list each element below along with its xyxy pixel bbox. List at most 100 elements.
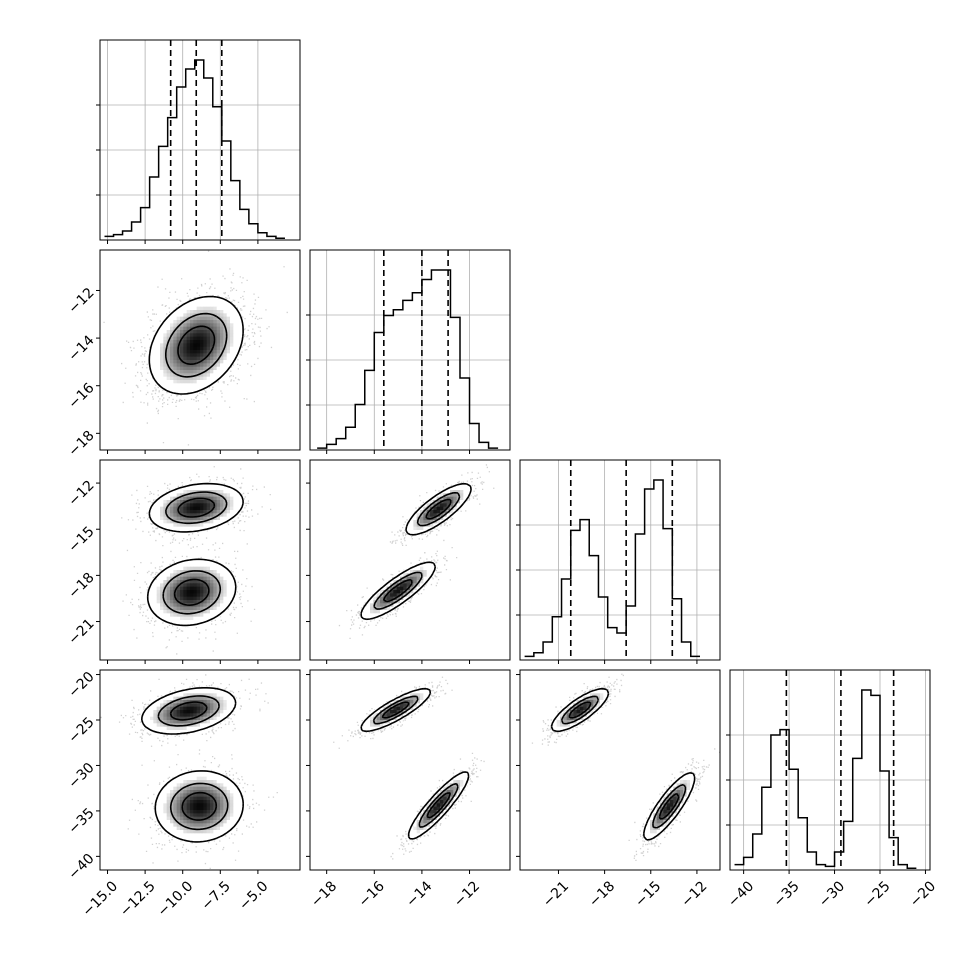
density-cell: [160, 700, 164, 704]
density-cell: [423, 510, 428, 514]
density-cell: [193, 606, 198, 611]
density-cell: [383, 723, 388, 728]
density-cell: [206, 813, 211, 818]
density-cell: [193, 580, 198, 584]
density-cell: [200, 503, 204, 508]
density-cell: [196, 353, 201, 358]
density-cell: [383, 716, 388, 721]
density-cell: [230, 800, 234, 804]
density-cell: [200, 310, 204, 314]
density-cell: [456, 490, 461, 494]
density-cell: [153, 586, 158, 591]
density-cell: [183, 606, 188, 611]
density-cell: [650, 820, 654, 824]
density-cell: [196, 370, 201, 374]
density-cell: [160, 730, 164, 734]
density-cell: [190, 563, 194, 568]
density-cell: [450, 800, 454, 804]
density-cell: [223, 306, 228, 311]
density-cell: [180, 573, 184, 578]
density-cell: [206, 346, 211, 351]
density-cell: [603, 690, 608, 694]
density-cell: [176, 523, 181, 528]
density-cell: [656, 810, 661, 814]
density-cell: [440, 513, 444, 518]
density-cell: [186, 726, 191, 731]
density-cell: [156, 506, 161, 511]
density-cell: [196, 820, 201, 824]
density-cell: [423, 573, 428, 578]
density-cell: [203, 823, 208, 828]
density-cell: [223, 513, 228, 518]
density-cell: [163, 516, 168, 521]
contour-line: [146, 482, 244, 627]
x-tick-label: −7.5: [199, 878, 234, 913]
density-cell: [406, 530, 411, 534]
density-cell: [370, 596, 374, 601]
density-cell: [600, 696, 604, 701]
density-cell: [223, 516, 228, 521]
density-cell: [580, 700, 584, 704]
density-cell: [190, 320, 194, 324]
density-cell: [160, 820, 164, 824]
density-cell: [180, 586, 184, 591]
density-cell: [420, 696, 424, 701]
density-cell: [226, 706, 231, 711]
density-cell: [210, 786, 214, 791]
density-cell: [163, 326, 168, 331]
density-cell: [226, 333, 231, 338]
density-cell: [170, 380, 174, 384]
density-cell: [163, 713, 168, 718]
density-cell: [426, 566, 431, 571]
density-cell: [206, 316, 211, 321]
density-cell: [213, 340, 218, 344]
density-cell: [160, 603, 164, 608]
density-cell: [186, 806, 191, 811]
density-cell: [453, 486, 458, 491]
density-cell: [173, 356, 178, 361]
density-cell: [596, 700, 601, 704]
density-panel: [333, 676, 485, 860]
density-cell: [183, 343, 188, 348]
density-cell: [230, 316, 234, 321]
density-cell: [150, 596, 154, 601]
density-cell: [190, 386, 194, 391]
density-cell: [206, 780, 211, 784]
density-cell: [190, 570, 194, 574]
density-cell: [180, 813, 184, 818]
contour-line: [382, 498, 452, 603]
density-cell: [213, 310, 218, 314]
density-cell: [683, 793, 688, 798]
density-cell: [370, 606, 374, 611]
density-cell: [206, 803, 211, 808]
density-cell: [190, 313, 194, 318]
density-cell: [186, 776, 191, 781]
density-cell: [190, 503, 194, 508]
density-cell: [230, 343, 234, 348]
density-cell: [400, 590, 404, 594]
density-cell: [206, 320, 211, 324]
density-cell: [163, 726, 168, 731]
density-cell: [153, 713, 158, 718]
density-cell: [556, 716, 561, 721]
density-cell: [216, 490, 221, 494]
density-cell: [176, 696, 181, 701]
density-cell: [366, 610, 371, 614]
density-cell: [203, 343, 208, 348]
density-cell: [156, 346, 161, 351]
density-cell: [200, 780, 204, 784]
density-cell: [196, 343, 201, 348]
density-cell: [173, 360, 178, 364]
density-cell: [186, 720, 191, 724]
density-cell: [210, 613, 214, 618]
density-cell: [170, 510, 174, 514]
density-cell: [423, 513, 428, 518]
density-cell: [223, 703, 228, 708]
density-cell: [180, 593, 184, 598]
density-cell: [176, 386, 181, 391]
density-cell: [190, 696, 194, 701]
density-cell: [156, 576, 161, 581]
density-cell: [213, 693, 218, 698]
density-cell: [420, 570, 424, 574]
density-cell: [173, 330, 178, 334]
